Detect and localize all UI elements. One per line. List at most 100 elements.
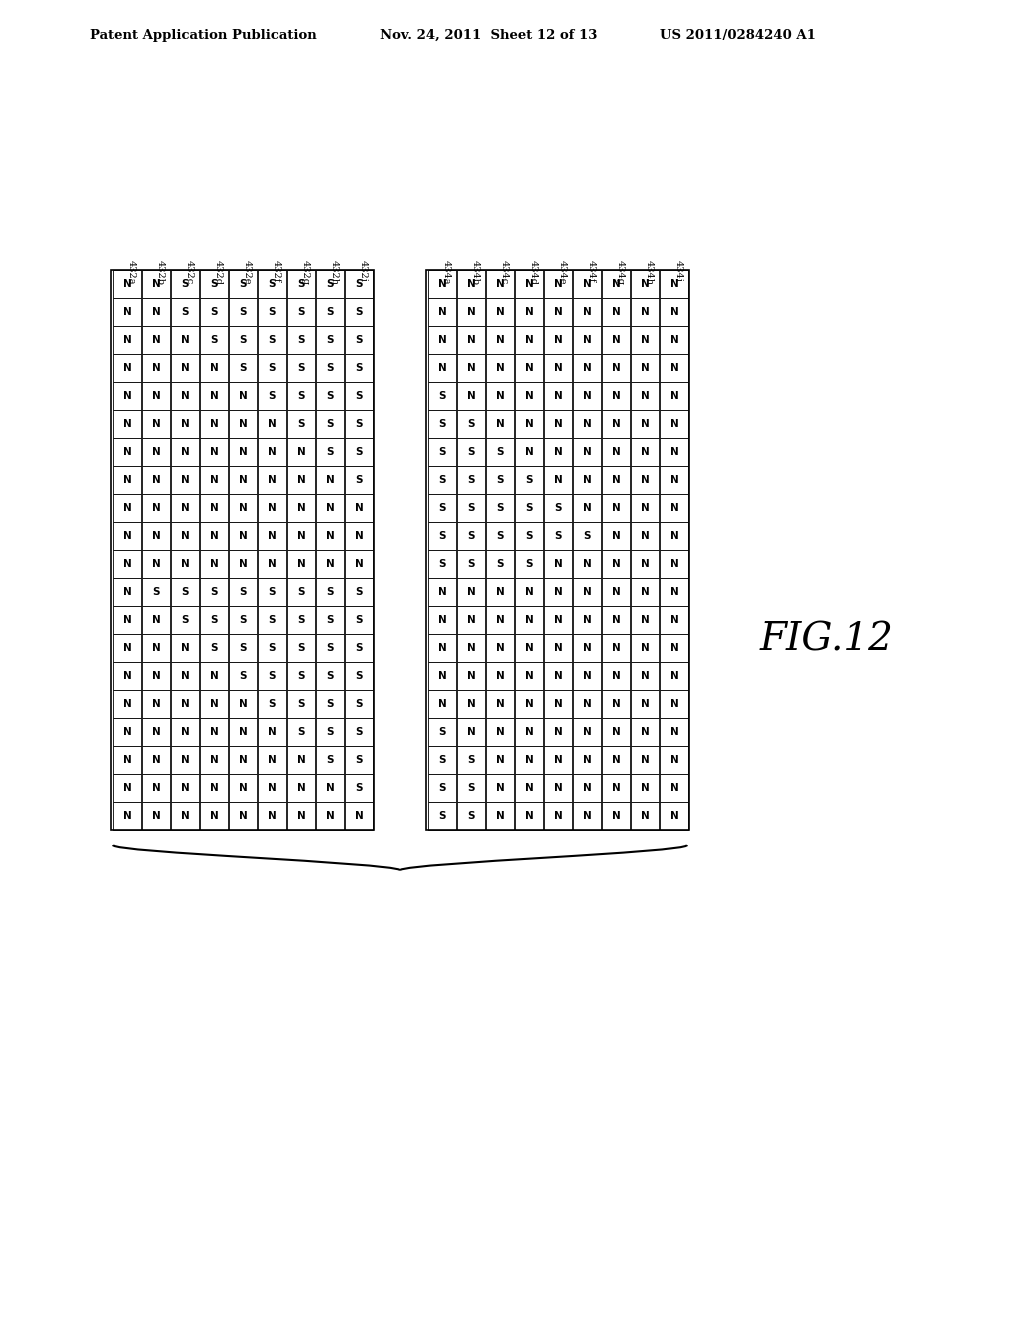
Text: N: N	[467, 643, 475, 653]
Bar	[258, 634, 286, 663]
Bar	[602, 298, 630, 326]
Bar	[515, 354, 543, 381]
Text: N: N	[180, 783, 189, 793]
Bar	[258, 354, 286, 381]
Text: N: N	[554, 783, 562, 793]
Bar	[486, 774, 514, 803]
Text: N: N	[210, 810, 218, 821]
Text: S: S	[268, 700, 275, 709]
Bar	[345, 411, 373, 438]
Text: N: N	[670, 643, 678, 653]
Bar	[142, 298, 170, 326]
Text: N: N	[437, 279, 446, 289]
Text: N: N	[524, 391, 534, 401]
Text: N: N	[670, 531, 678, 541]
Text: N: N	[670, 727, 678, 737]
Text: S: S	[525, 475, 532, 484]
Bar	[316, 326, 344, 354]
Text: N: N	[583, 810, 592, 821]
Bar	[660, 578, 688, 606]
Bar	[544, 718, 572, 746]
Text: N: N	[467, 363, 475, 374]
Bar	[602, 354, 630, 381]
Text: Nov. 24, 2011  Sheet 12 of 13: Nov. 24, 2011 Sheet 12 of 13	[380, 29, 597, 41]
Bar	[200, 774, 228, 803]
Text: N: N	[152, 558, 161, 569]
Bar	[113, 690, 141, 718]
Text: N: N	[641, 335, 649, 345]
Bar	[602, 381, 630, 411]
Bar	[113, 521, 141, 550]
Bar	[457, 521, 485, 550]
Text: N: N	[467, 587, 475, 597]
Text: S: S	[268, 643, 275, 653]
Text: N: N	[437, 363, 446, 374]
Bar	[428, 438, 456, 466]
Text: S: S	[240, 335, 247, 345]
Bar	[345, 774, 373, 803]
Text: N: N	[524, 727, 534, 737]
Bar	[113, 411, 141, 438]
Bar	[457, 634, 485, 663]
Text: N: N	[641, 503, 649, 513]
Bar	[602, 521, 630, 550]
Text: N: N	[152, 363, 161, 374]
Text: S: S	[268, 335, 275, 345]
Text: N: N	[611, 335, 621, 345]
Bar	[258, 606, 286, 634]
Text: N: N	[239, 700, 248, 709]
Text: S: S	[497, 475, 504, 484]
Bar	[602, 271, 630, 298]
Text: N: N	[496, 615, 505, 624]
Bar	[486, 690, 514, 718]
Bar	[544, 550, 572, 578]
Bar	[287, 466, 315, 494]
Bar	[142, 578, 170, 606]
Bar	[544, 774, 572, 803]
Text: S: S	[525, 531, 532, 541]
Bar	[258, 438, 286, 466]
Text: N: N	[524, 755, 534, 766]
Text: N: N	[180, 700, 189, 709]
Text: N: N	[641, 727, 649, 737]
Bar	[544, 746, 572, 774]
Bar	[200, 578, 228, 606]
Text: N: N	[123, 308, 131, 317]
Bar	[428, 521, 456, 550]
Text: N: N	[123, 671, 131, 681]
Bar	[631, 494, 659, 521]
Text: N: N	[239, 418, 248, 429]
Text: N: N	[152, 391, 161, 401]
Text: N: N	[554, 558, 562, 569]
Bar	[258, 718, 286, 746]
Bar	[457, 271, 485, 298]
Text: N: N	[641, 643, 649, 653]
Text: N: N	[210, 671, 218, 681]
Text: S: S	[210, 335, 218, 345]
Text: N: N	[583, 279, 592, 289]
Text: N: N	[641, 363, 649, 374]
Bar	[515, 438, 543, 466]
Text: S: S	[297, 391, 305, 401]
Text: S: S	[297, 418, 305, 429]
Text: N: N	[267, 810, 276, 821]
Bar	[316, 803, 344, 830]
Text: N: N	[554, 671, 562, 681]
Text: 434f: 434f	[587, 260, 596, 282]
Text: N: N	[326, 783, 335, 793]
Bar	[345, 718, 373, 746]
Bar	[457, 466, 485, 494]
Text: S: S	[268, 615, 275, 624]
Text: N: N	[267, 755, 276, 766]
Text: N: N	[123, 615, 131, 624]
Bar	[345, 438, 373, 466]
Bar	[486, 298, 514, 326]
Bar	[544, 411, 572, 438]
Text: S: S	[297, 700, 305, 709]
Bar	[316, 746, 344, 774]
Text: 434c: 434c	[500, 260, 509, 284]
Bar	[229, 381, 257, 411]
Text: N: N	[611, 700, 621, 709]
Text: N: N	[583, 391, 592, 401]
Bar	[287, 271, 315, 298]
